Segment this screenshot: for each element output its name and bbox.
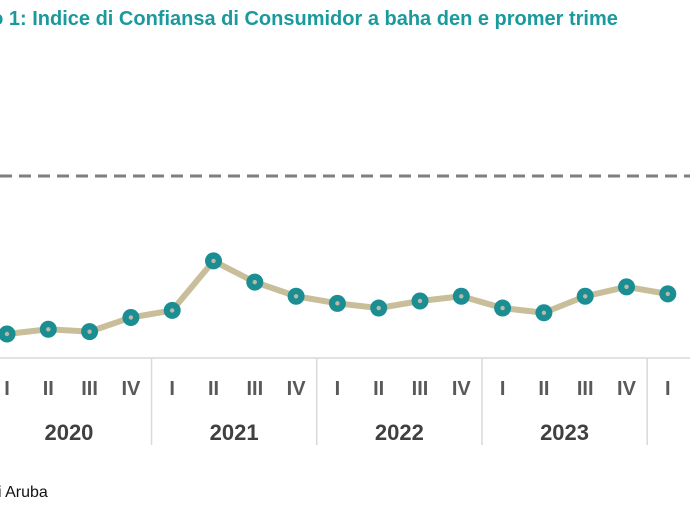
data-point-center [417, 298, 423, 304]
data-point-center [293, 294, 299, 299]
year-label: 2020 [44, 420, 93, 445]
data-point [452, 287, 470, 305]
data-point-center [500, 305, 505, 311]
data-point [659, 285, 677, 303]
data-point-center [211, 258, 216, 264]
data-point [205, 252, 222, 270]
data-point-center [252, 279, 257, 285]
quarter-tick-label: I [335, 378, 341, 400]
data-point [328, 294, 346, 312]
data-point-center [376, 305, 381, 311]
year-label: 2021 [210, 420, 259, 445]
data-point [535, 304, 553, 322]
data-point-center [583, 294, 588, 299]
quarter-tick-label: II [43, 378, 54, 400]
quarter-tick-label: IV [617, 378, 637, 400]
data-point-center [87, 329, 92, 334]
data-point-center [170, 308, 175, 313]
data-point-center [128, 315, 134, 320]
quarter-tick-label: IV [287, 378, 307, 400]
quarter-tick-label: I [4, 378, 10, 400]
data-point [494, 299, 512, 317]
data-point [39, 320, 57, 338]
data-point [370, 299, 388, 317]
chart-title: co 1: Indice di Confiansa di Consumidor … [0, 8, 618, 30]
quarter-tick-label: III [81, 378, 98, 400]
quarter-tick-label: III [412, 378, 429, 400]
quarter-tick-label: IV [121, 378, 141, 400]
quarter-tick-label: III [577, 378, 594, 400]
data-point [411, 292, 429, 310]
data-point-center [335, 301, 340, 306]
data-point [163, 301, 181, 319]
year-label: 2023 [540, 420, 589, 445]
data-point [287, 287, 305, 305]
source-note: i Aruba [0, 484, 48, 501]
data-point-center [541, 310, 547, 315]
quarter-tick-label: III [246, 378, 263, 400]
quarter-tick-label: II [538, 378, 549, 400]
quarter-tick-label: I [169, 378, 175, 400]
data-point [576, 287, 594, 305]
quarter-tick-label: II [208, 378, 219, 400]
data-point [246, 273, 264, 291]
data-point [0, 325, 16, 343]
data-point [618, 278, 635, 296]
data-point [122, 308, 140, 326]
quarter-tick-label: I [665, 378, 671, 400]
data-point-center [665, 291, 670, 297]
quarter-tick-label: IV [452, 378, 472, 400]
quarter-tick-label: I [500, 378, 506, 400]
quarter-tick-label: II [373, 378, 384, 400]
data-point-center [624, 284, 629, 290]
year-label: 2022 [375, 420, 424, 445]
data-point-center [459, 294, 464, 299]
data-point-center [46, 327, 51, 332]
data-point [81, 323, 99, 341]
data-point-center [4, 331, 10, 337]
